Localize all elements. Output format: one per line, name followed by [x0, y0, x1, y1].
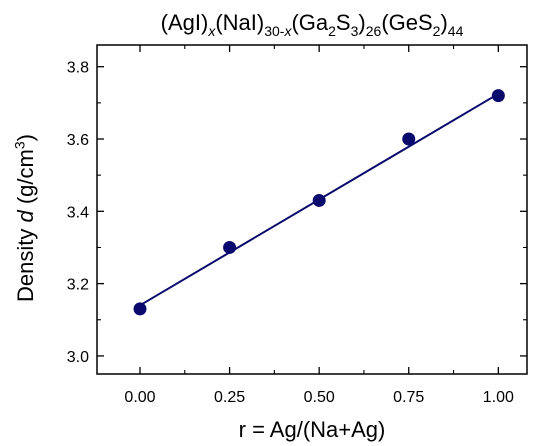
x-tick-label: 0.25: [214, 389, 245, 406]
plot-frame: [96, 44, 528, 375]
chart-title: (AgI)x(NaI)30-x(Ga2S3)26(GeS2)44: [161, 10, 464, 39]
y-axis-label: Density d (g/cm3): [12, 134, 38, 302]
y-tick-label: 3.4: [67, 204, 89, 221]
y-tick-label: 3.8: [67, 60, 89, 77]
y-tick-label: 3.0: [67, 349, 89, 366]
data-point: [491, 89, 505, 103]
data-point: [223, 240, 237, 254]
data-point: [402, 132, 416, 146]
y-tick-label: 3.2: [67, 277, 89, 294]
y-tick-label: 3.6: [67, 132, 89, 149]
x-tick-label: 1.00: [483, 389, 514, 406]
x-axis-label: r = Ag/(Na+Ag): [239, 417, 386, 442]
data-point: [312, 193, 326, 207]
x-tick-label: 0.50: [304, 389, 335, 406]
data-point: [133, 302, 147, 316]
x-tick-label: 0.00: [124, 389, 155, 406]
x-tick-label: 0.75: [393, 389, 424, 406]
